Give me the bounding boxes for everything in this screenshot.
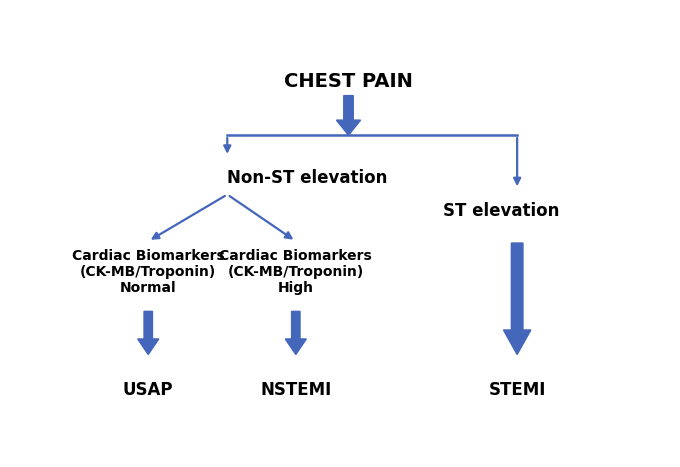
Text: Cardiac Biomarkers
(CK-MB/Troponin)
Normal: Cardiac Biomarkers (CK-MB/Troponin) Norm… — [72, 248, 224, 295]
Text: CHEST PAIN: CHEST PAIN — [284, 72, 413, 91]
FancyArrow shape — [137, 311, 158, 354]
Text: USAP: USAP — [123, 382, 173, 399]
Text: STEMI: STEMI — [488, 382, 546, 399]
Text: NSTEMI: NSTEMI — [260, 382, 331, 399]
FancyArrow shape — [286, 311, 307, 354]
Text: ST elevation: ST elevation — [443, 202, 560, 219]
Text: Cardiac Biomarkers
(CK-MB/Troponin)
High: Cardiac Biomarkers (CK-MB/Troponin) High — [220, 248, 372, 295]
FancyArrow shape — [503, 243, 531, 354]
Text: Non-ST elevation: Non-ST elevation — [227, 170, 388, 187]
FancyArrow shape — [337, 96, 360, 135]
